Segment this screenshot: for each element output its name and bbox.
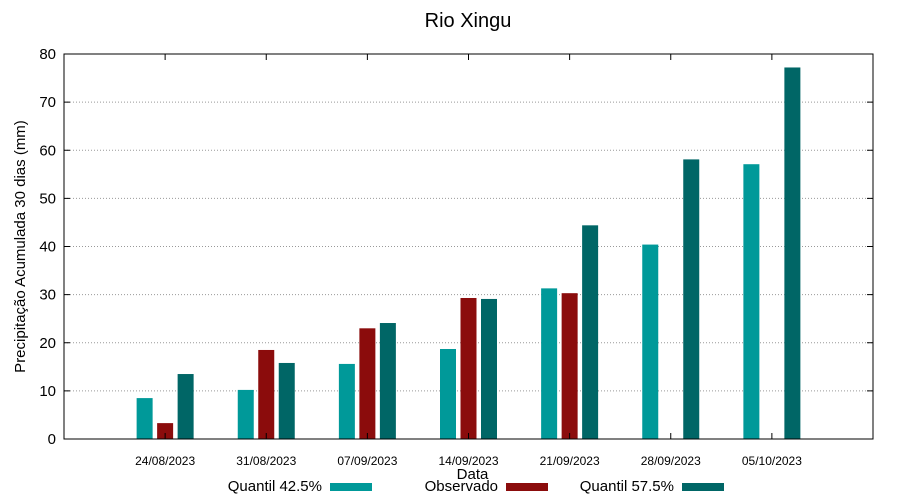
y-tick-label: 0 [48, 431, 56, 448]
legend-swatch [506, 483, 548, 491]
legend-swatch [330, 483, 372, 491]
bar [561, 293, 578, 439]
x-tick-label: 24/08/2023 [135, 454, 195, 468]
bar [582, 225, 599, 439]
bar [642, 244, 659, 439]
chart-title: Rio Xingu [425, 10, 512, 32]
y-axis-ticks: 0 10 20 30 40 50 60 70 80 [39, 46, 873, 448]
bar [136, 398, 153, 439]
y-tick-label: 40 [39, 239, 56, 256]
legend: Quantil 42.5% Observado Quantil 57.5% [228, 478, 724, 495]
bar [683, 159, 700, 440]
y-tick-label: 30 [39, 287, 56, 304]
y-tick-label: 10 [39, 383, 56, 400]
bar [177, 374, 194, 439]
legend-label: Observado [425, 478, 498, 495]
x-tick-label: 21/09/2023 [540, 454, 600, 468]
bar [338, 363, 355, 439]
x-tick-label: 07/09/2023 [337, 454, 397, 468]
x-tick-label: 05/10/2023 [742, 454, 802, 468]
y-tick-label: 20 [39, 335, 56, 352]
bar [278, 362, 295, 439]
bar [237, 389, 254, 439]
bar [258, 349, 275, 439]
bar [541, 288, 558, 439]
bar [359, 328, 376, 439]
x-tick-label: 28/09/2023 [641, 454, 701, 468]
bar [460, 297, 477, 439]
x-axis-ticks: 24/08/2023 31/08/2023 07/09/2023 14/09/2023… [135, 54, 802, 468]
x-tick-label: 14/09/2023 [438, 454, 498, 468]
legend-label: Quantil 57.5% [580, 478, 674, 495]
y-tick-label: 60 [39, 142, 56, 159]
legend-label: Quantil 42.5% [228, 478, 322, 495]
bar [440, 349, 456, 439]
y-tick-label: 80 [39, 46, 56, 63]
bar [784, 67, 801, 439]
bar [157, 423, 174, 439]
x-tick-label: 31/08/2023 [236, 454, 296, 468]
legend-swatch [682, 483, 724, 491]
x-axis-label: Data [457, 466, 489, 483]
y-tick-label: 50 [39, 190, 56, 207]
y-axis-label: Precipitação Acumulada 30 dias (mm) [12, 120, 29, 373]
bar [743, 164, 760, 440]
bar [379, 323, 396, 439]
bar [481, 298, 497, 439]
bars [136, 67, 801, 440]
y-tick-label: 70 [39, 94, 56, 111]
